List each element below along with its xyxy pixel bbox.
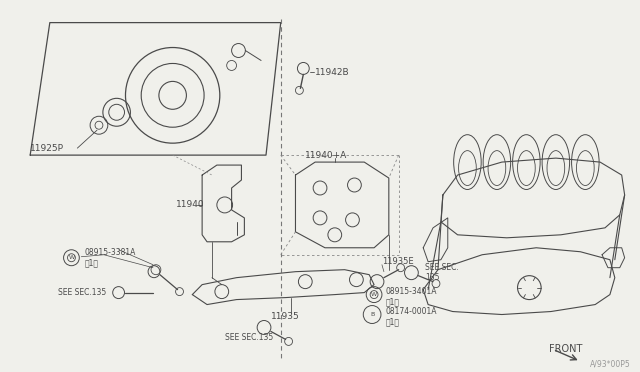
Text: （1）: （1） (386, 297, 400, 306)
Text: （1）: （1） (386, 317, 400, 326)
Text: 11925P: 11925P (30, 144, 64, 153)
Text: 08915-3381A: 08915-3381A (84, 248, 136, 257)
Text: 11940: 11940 (175, 201, 204, 209)
Text: 135: 135 (425, 273, 440, 282)
Text: SEE SEC.135: SEE SEC.135 (225, 333, 273, 342)
Text: W: W (371, 292, 377, 297)
Text: （1）: （1） (84, 258, 98, 267)
Text: FRONT: FRONT (549, 344, 582, 355)
Text: B: B (370, 312, 374, 317)
Text: W: W (68, 255, 74, 260)
Text: 11935E: 11935E (382, 257, 413, 266)
Text: A/93*00P5: A/93*00P5 (590, 360, 631, 369)
Text: 11942B: 11942B (315, 68, 349, 77)
Text: 11940+A: 11940+A (305, 151, 348, 160)
Text: 11935: 11935 (271, 312, 300, 321)
Text: 08915-3401A: 08915-3401A (386, 287, 437, 296)
Text: SEE SEC.135: SEE SEC.135 (58, 288, 106, 297)
Text: 08174-0001A: 08174-0001A (386, 307, 437, 316)
Text: SEE SEC.: SEE SEC. (425, 263, 459, 272)
